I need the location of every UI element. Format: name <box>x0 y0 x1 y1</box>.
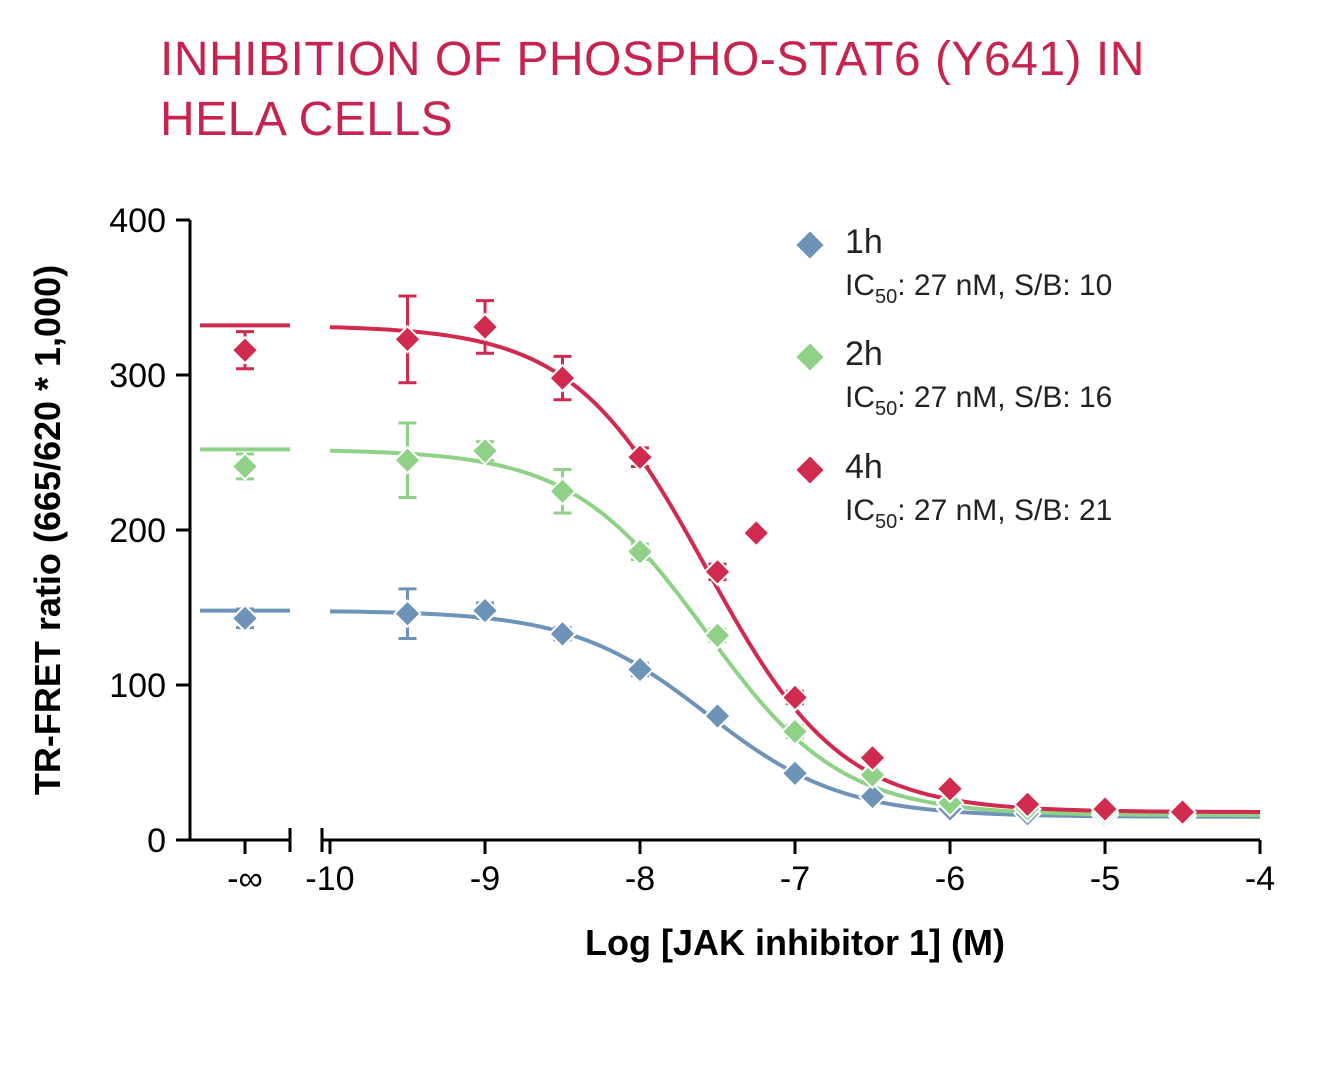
data-point <box>705 559 731 585</box>
data-point <box>782 719 808 745</box>
x-tick-label: -6 <box>935 860 965 898</box>
x-tick-label: -9 <box>470 860 500 898</box>
x-tick-label-inf: -∞ <box>227 860 263 898</box>
y-tick-label: 0 <box>147 822 166 860</box>
chart-container: INHIBITION OF PHOSPHO-STAT6 (Y641) IN HE… <box>0 0 1328 1077</box>
data-point <box>705 703 731 729</box>
data-point <box>627 444 653 470</box>
y-tick-label: 300 <box>109 357 166 395</box>
legend-marker-1h <box>795 230 825 260</box>
x-tick-label: -7 <box>780 860 810 898</box>
data-point <box>395 601 421 627</box>
data-point <box>782 760 808 786</box>
data-point <box>232 337 258 363</box>
x-tick-label: -10 <box>305 860 354 898</box>
x-tick-label: -4 <box>1245 860 1275 898</box>
legend-label-2h: 2h <box>845 335 883 373</box>
data-point <box>705 622 731 648</box>
data-point <box>550 621 576 647</box>
y-tick-label: 200 <box>109 512 166 550</box>
y-axis-label: TR-FRET ratio (665/620 * 1,000) <box>27 265 68 795</box>
x-tick-label: -8 <box>625 860 655 898</box>
y-tick-label: 100 <box>109 667 166 705</box>
legend-marker-2h <box>795 342 825 372</box>
legend-sub-1h: IC50: 27 nM, S/B: 10 <box>845 269 1112 308</box>
legend-sub-4h: IC50: 27 nM, S/B: 21 <box>845 494 1112 533</box>
data-point <box>232 453 258 479</box>
dose-response-chart: 0 100 200 300 400 -10 -9 -8 -7 -6 -5 -4 -∞ TR-FRET ra… <box>0 0 1328 1077</box>
y-tick-label: 400 <box>109 202 166 240</box>
chart-title: INHIBITION OF PHOSPHO-STAT6 (Y641) IN HE… <box>160 30 1260 150</box>
data-point <box>743 520 769 546</box>
legend-label-4h: 4h <box>845 448 883 486</box>
data-point <box>782 684 808 710</box>
legend-marker-4h <box>795 455 825 485</box>
x-axis-label: Log [JAK inhibitor 1] (M) <box>585 922 1005 963</box>
legend-label-1h: 1h <box>845 223 883 261</box>
legend-sub-2h: IC50: 27 nM, S/B: 16 <box>845 381 1112 420</box>
data-point <box>472 314 498 340</box>
x-tick-label: -5 <box>1090 860 1120 898</box>
